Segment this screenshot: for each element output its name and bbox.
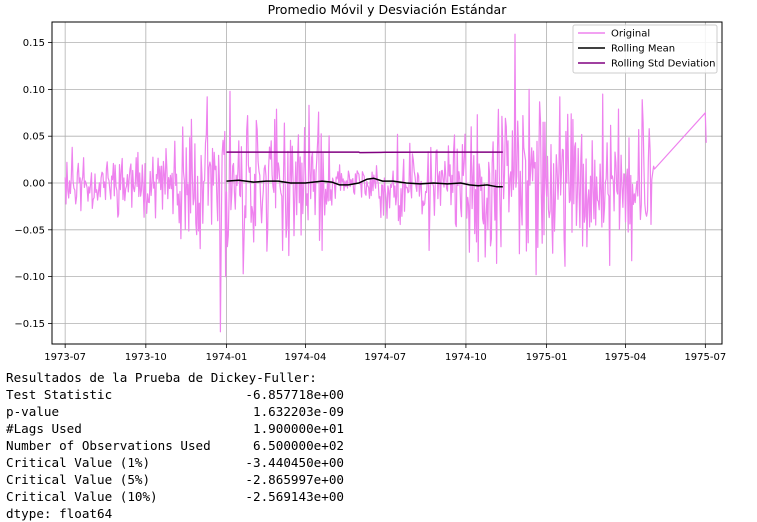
result-row: Number of Observations Used 6.500000e+02 [6,437,344,454]
result-value: 6.500000e+02 [253,438,344,453]
y-ticks: −0.15 −0.10 −0.05 0.00 0.05 0.10 0.15 [14,38,52,330]
result-label: Critical Value (10%) [6,489,158,504]
result-value: 1.900000e+01 [253,421,344,436]
y-tick-label: 0.05 [23,132,45,143]
dtype-line: dtype: float64 [6,506,113,521]
y-tick-label: 0.10 [23,85,45,96]
y-tick-label: 0.00 [23,179,45,190]
rolling-stats-chart: Promedio Móvil y Desviación Estándar 197… [14,2,726,363]
legend-label: Rolling Std Deviation [611,59,715,70]
result-row: Critical Value (1%) -3.440450e+00 [6,454,344,471]
series-line-rolling-mean [226,177,503,188]
x-ticks: 1973-07 1973-10 1974-01 1974-04 1974-07 1974-… [44,344,726,363]
x-tick-label: 1974-10 [445,352,487,363]
legend-label: Rolling Mean [611,44,675,55]
result-row: #Lags Used 1.900000e+01 [6,420,344,437]
x-tick-label: 1973-07 [44,352,86,363]
series-line-rolling-std-deviation [226,151,503,154]
series-layer [64,33,707,333]
y-tick-label: 0.15 [23,38,45,49]
x-tick-label: 1975-07 [684,352,726,363]
result-row: p-value 1.632203e-09 [6,403,344,420]
result-value: -2.865997e+00 [245,472,344,487]
result-label: Critical Value (1%) [6,455,151,470]
result-row: Critical Value (5%) -2.865997e+00 [6,471,344,488]
result-label: p-value [6,404,60,419]
adf-test-output: Resultados de la Prueba de Dickey-Fuller… [6,369,344,522]
x-tick-label: 1974-01 [206,352,248,363]
result-row: Test Statistic -6.857718e+00 [6,386,344,403]
result-value: -6.857718e+00 [245,387,344,402]
result-label: Number of Observations Used [6,438,211,453]
y-tick-label: −0.15 [14,319,45,330]
output-heading: Resultados de la Prueba de Dickey-Fuller… [6,370,317,385]
legend-label: Original [611,29,650,40]
legend: Original Rolling Mean Rolling Std Deviatio… [572,24,718,74]
x-tick-label: 1975-01 [526,352,568,363]
x-tick-label: 1973-10 [125,352,167,363]
x-tick-label: 1974-04 [285,352,327,363]
result-label: #Lags Used [6,421,82,436]
result-label: Critical Value (5%) [6,472,151,487]
result-label: Test Statistic [6,387,113,402]
chart-title: Promedio Móvil y Desviación Estándar [268,2,508,17]
result-value: -2.569143e+00 [245,489,344,504]
result-value: 1.632203e-09 [253,404,344,419]
x-tick-label: 1974-07 [364,352,406,363]
x-tick-label: 1975-04 [605,352,647,363]
y-tick-label: −0.10 [14,272,45,283]
result-value: -3.440450e+00 [245,455,344,470]
legend-box [572,24,718,74]
result-row: Critical Value (10%) -2.569143e+00 [6,488,344,505]
y-tick-label: −0.05 [14,225,45,236]
